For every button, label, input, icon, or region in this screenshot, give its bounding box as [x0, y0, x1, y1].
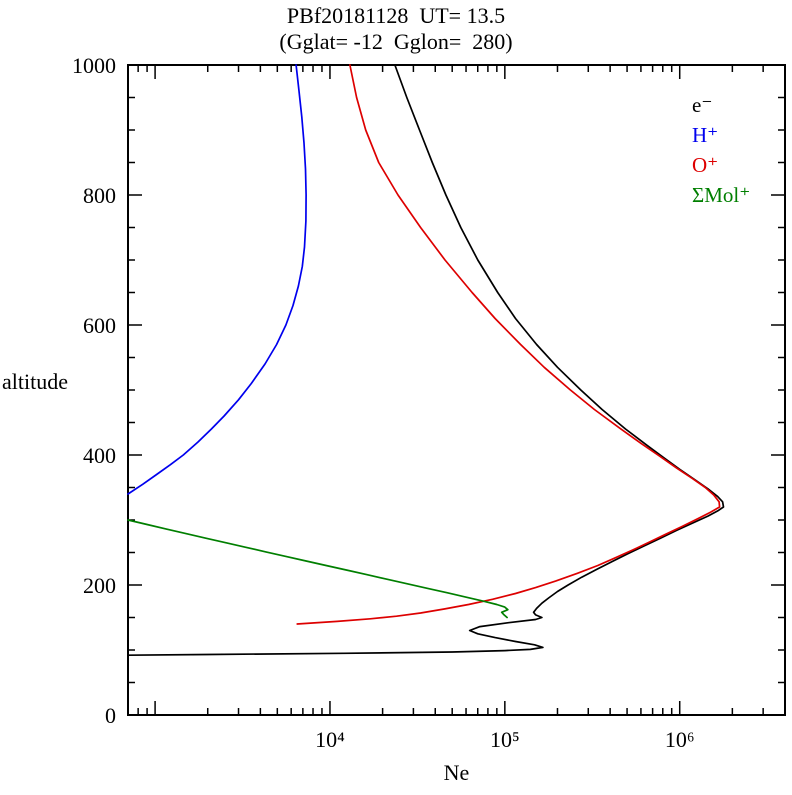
curve-electron: [127, 64, 725, 657]
y-tick-label: 0: [105, 703, 116, 728]
x-tick-label: 10⁵: [490, 727, 520, 752]
curve-h-plus: [127, 64, 307, 495]
y-tick-label: 1000: [72, 53, 116, 78]
plot-subtitle: (Gglat= -12 Gglon= 280): [279, 29, 513, 54]
legend-item-o-plus: O⁺: [692, 153, 719, 177]
curve-mol-plus: [127, 519, 509, 619]
x-tick-label: 10⁴: [315, 727, 345, 752]
y-tick-label: 400: [83, 443, 116, 468]
legend-item-electron: e⁻: [692, 93, 713, 117]
plot-title: PBf20181128 UT= 13.5: [286, 3, 506, 28]
y-tick-label: 800: [83, 183, 116, 208]
curve-o-plus: [296, 64, 721, 625]
y-tick-label: 600: [83, 313, 116, 338]
legend: e⁻ H⁺ O⁺ ΣMol⁺: [692, 90, 750, 210]
legend-item-mol-plus: ΣMol⁺: [692, 183, 751, 207]
y-axis-label: altitude: [2, 369, 68, 394]
x-tick-label: 10⁶: [665, 727, 695, 752]
plot-frame: [127, 64, 786, 716]
y-tick-label: 200: [83, 573, 116, 598]
x-axis-label: Ne: [443, 760, 470, 785]
legend-item-h-plus: H⁺: [692, 123, 719, 147]
